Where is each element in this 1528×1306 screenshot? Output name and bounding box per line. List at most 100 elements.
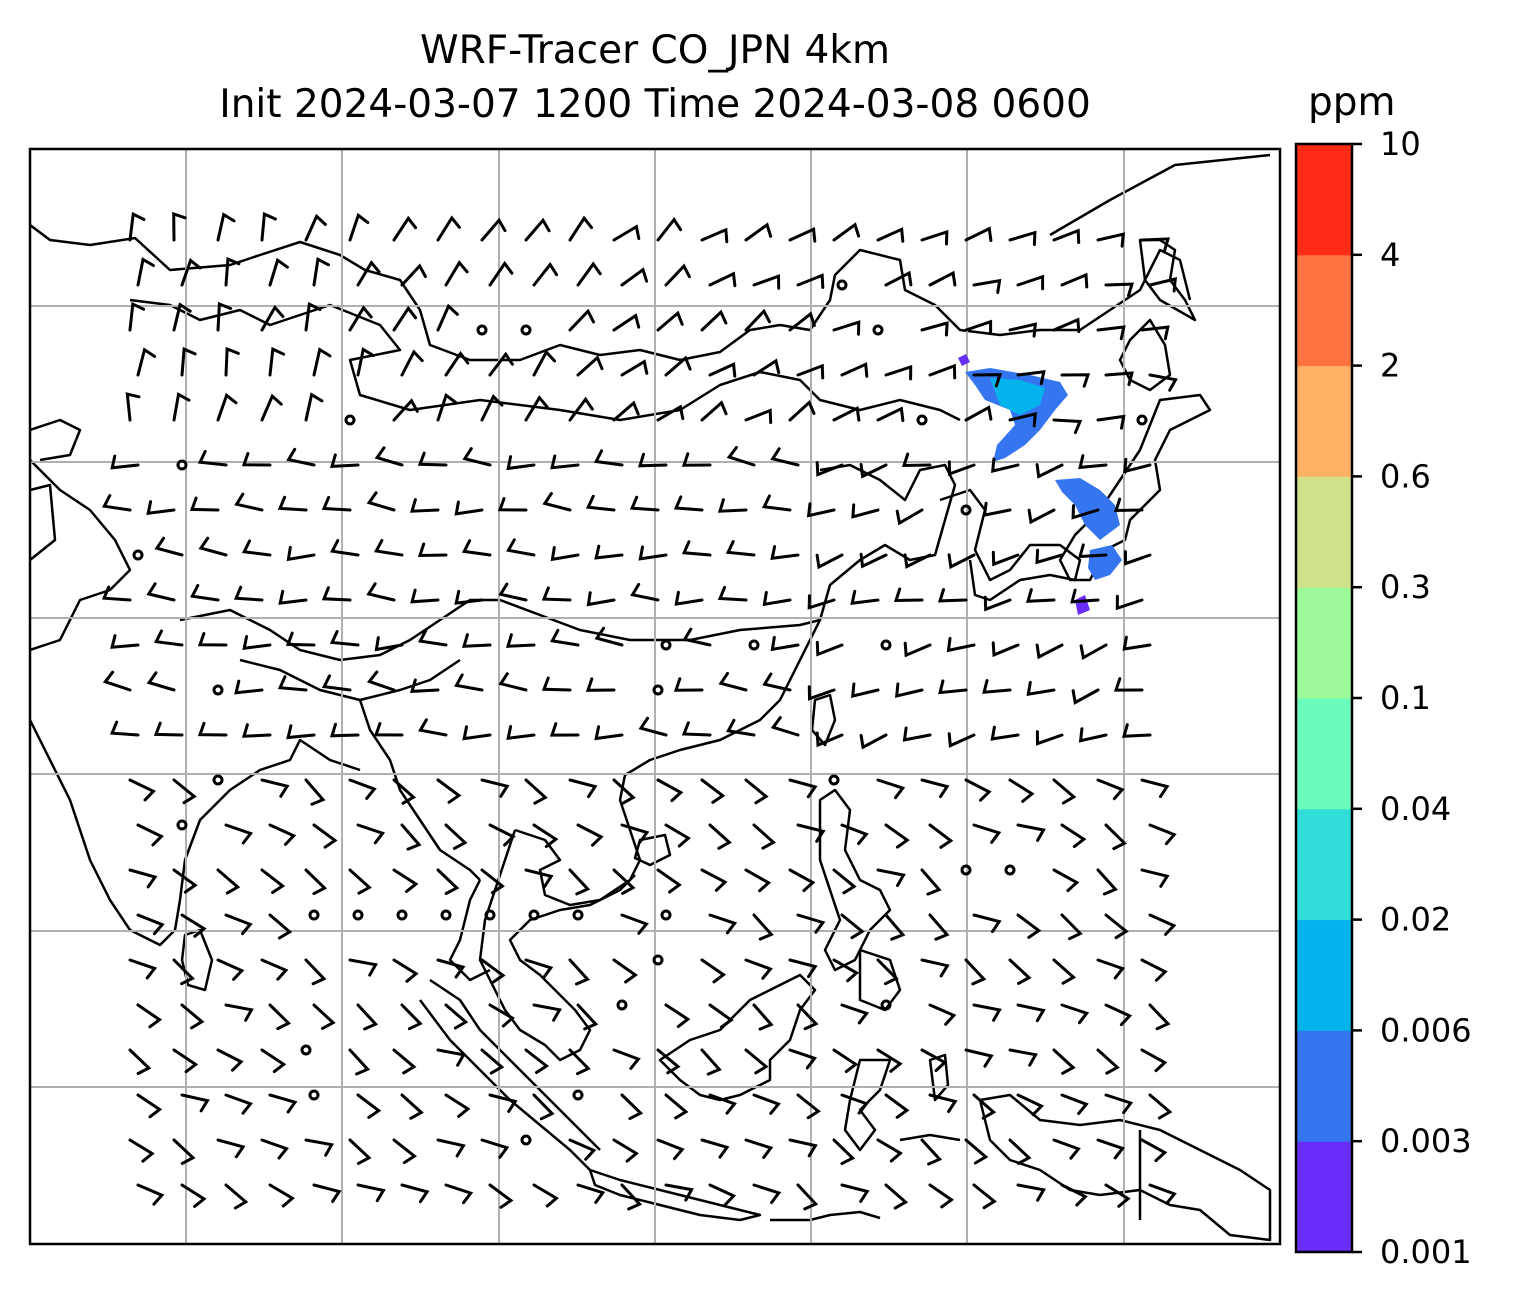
wind-barb <box>1096 1138 1126 1160</box>
wind-barb <box>585 494 616 512</box>
wind-barb <box>329 453 360 469</box>
colorbar-unit-label: ppm <box>1308 80 1396 125</box>
wind-barb <box>638 716 668 737</box>
wind-barb <box>224 1093 253 1115</box>
wind-barb <box>480 394 504 422</box>
wind-barb <box>321 674 352 692</box>
wind-barb <box>172 868 198 894</box>
wind-barb <box>832 1048 859 1074</box>
colorbar-segment <box>1296 254 1352 367</box>
wind-barb <box>532 1003 562 1022</box>
wind-barb <box>612 868 636 895</box>
wind-barb <box>656 1048 681 1075</box>
calm-wind-marker <box>476 324 488 336</box>
wind-barb <box>1104 282 1135 298</box>
wind-barb <box>418 628 448 647</box>
wind-barb <box>681 452 712 467</box>
wind-barb <box>172 1048 199 1074</box>
calm-wind-marker <box>652 684 664 696</box>
calm-wind-marker <box>308 1089 320 1101</box>
wind-barb <box>454 673 484 692</box>
wind-barb <box>796 913 826 934</box>
wind-barb <box>708 1093 737 1115</box>
wind-barb <box>788 311 816 332</box>
wind-barb <box>444 1183 474 1205</box>
wind-barb <box>770 635 800 652</box>
wind-barb <box>991 641 1020 658</box>
wind-barb <box>409 678 440 694</box>
wind-barb <box>101 494 132 512</box>
wind-barb <box>850 589 880 605</box>
wind-barb <box>461 539 492 557</box>
wind-barb <box>964 1048 994 1068</box>
wind-barb <box>991 550 1020 567</box>
wind-barb <box>708 1003 734 1029</box>
wind-barb <box>744 868 772 893</box>
wind-barb <box>373 722 404 737</box>
wind-barb <box>392 778 417 805</box>
wind-barb <box>329 630 360 647</box>
calm-wind-marker <box>520 324 532 336</box>
wind-barb <box>374 636 404 652</box>
wind-barb <box>506 455 536 471</box>
wind-barb <box>612 400 640 422</box>
wind-barb <box>1123 550 1152 566</box>
wind-barb <box>752 1183 782 1204</box>
wind-barb <box>920 1138 943 1166</box>
wind-barb <box>480 1048 505 1075</box>
wind-barb <box>480 958 506 984</box>
wind-barb <box>498 672 528 692</box>
wind-barb <box>832 958 860 983</box>
wind-barb <box>700 400 728 422</box>
wind-barb <box>524 1048 550 1074</box>
wind-barb <box>268 823 297 846</box>
calm-wind-marker <box>660 909 672 921</box>
wind-barb <box>1060 913 1083 941</box>
wind-barb <box>656 778 684 803</box>
wind-barb <box>947 553 976 570</box>
wind-barb <box>840 823 869 845</box>
wind-barb <box>700 778 726 804</box>
wind-barb <box>198 536 228 557</box>
wind-barb <box>216 392 238 422</box>
wind-barb <box>629 495 660 512</box>
wind-barb <box>549 722 580 737</box>
wind-barb <box>920 778 950 799</box>
calm-wind-marker <box>1136 414 1148 426</box>
wind-barb <box>400 1183 430 1204</box>
wind-barb <box>1140 778 1170 799</box>
wind-barb <box>1140 325 1170 341</box>
wind-barb <box>436 303 459 332</box>
wind-barb <box>1113 677 1144 692</box>
wind-barb <box>128 778 156 802</box>
wind-barb <box>1148 373 1178 392</box>
wind-barb <box>373 538 404 557</box>
wind-barb <box>454 589 484 605</box>
wind-barb <box>840 1003 870 1025</box>
wind-barb <box>840 362 869 378</box>
calm-wind-marker <box>176 459 188 471</box>
wind-barb <box>1052 778 1077 805</box>
wind-barb <box>304 778 326 806</box>
colorbar-tick-label: 10 <box>1380 125 1421 163</box>
wind-barb <box>285 631 316 647</box>
wind-barb <box>788 868 816 893</box>
wind-barb <box>568 958 591 986</box>
calm-wind-marker <box>872 324 884 336</box>
wind-barb <box>928 270 957 287</box>
wind-barb <box>788 1138 818 1158</box>
wind-barb <box>876 1048 903 1073</box>
wind-barb <box>444 260 469 287</box>
wind-barb <box>549 628 580 647</box>
wind-barb <box>920 1048 948 1073</box>
wind-barb <box>278 589 308 605</box>
wind-barb <box>788 1048 818 1070</box>
wind-barb <box>180 346 197 377</box>
wind-barb <box>1016 370 1046 386</box>
wind-barb <box>410 588 440 604</box>
wind-barb <box>216 868 241 895</box>
wind-barb <box>1140 1048 1168 1073</box>
wind-barb <box>884 823 910 849</box>
wind-barb <box>762 672 792 692</box>
map-title-line2: Init 2024-03-07 1200 Time 2024-03-08 060… <box>219 82 1091 127</box>
